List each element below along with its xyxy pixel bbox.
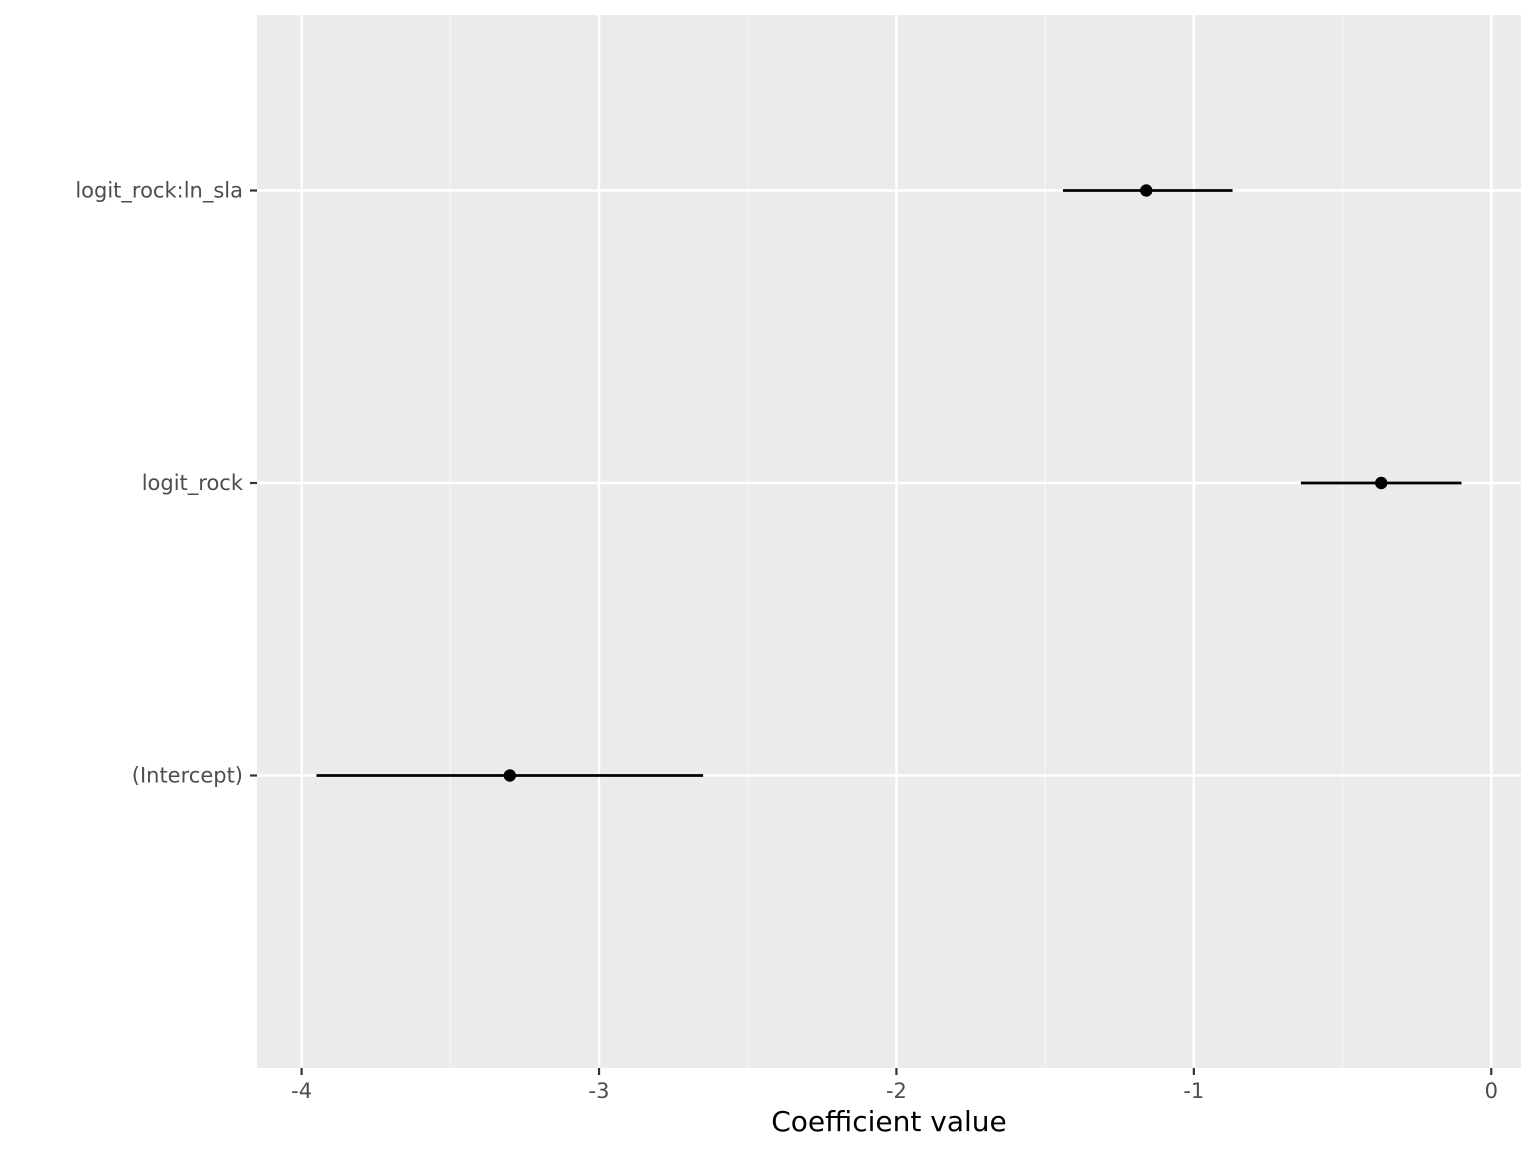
coefficient-marks [316, 184, 1462, 782]
x-axis-title: Coefficient value [771, 1105, 1006, 1138]
y-tick-label: logit_rock [142, 471, 244, 496]
estimate-point [503, 769, 516, 782]
x-tick-label: -4 [291, 1079, 312, 1103]
estimate-point [1375, 476, 1388, 490]
x-axis: -4 -3 -2 -1 0 [291, 1068, 1498, 1103]
y-tick-label: (Intercept) [132, 764, 243, 788]
y-axis: logit_rock:ln_sla logit_rock (Intercept) [75, 179, 257, 788]
estimate-point [1140, 184, 1153, 197]
y-tick-label: logit_rock:ln_sla [75, 179, 243, 204]
x-tick-label: -3 [589, 1079, 610, 1103]
x-tick-label: -1 [1183, 1079, 1204, 1103]
plot-panel [257, 15, 1521, 1068]
x-tick-label: 0 [1485, 1079, 1498, 1103]
x-tick-label: -2 [886, 1079, 907, 1103]
